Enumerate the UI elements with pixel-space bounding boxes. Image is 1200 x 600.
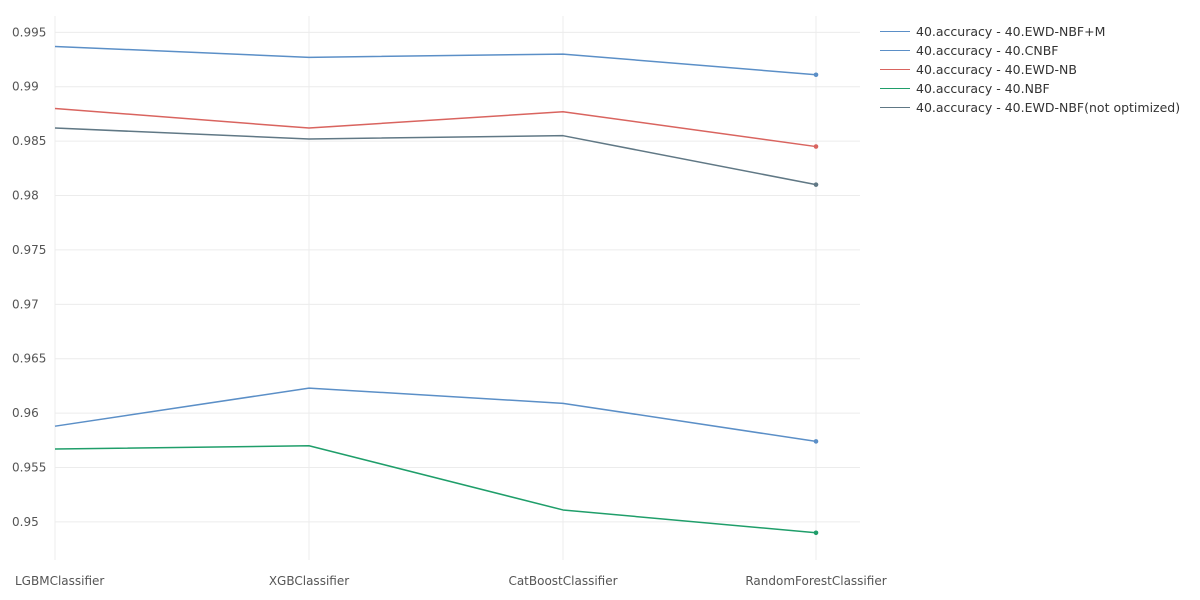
series-line[interactable]	[54, 107, 817, 148]
legend-label: 40.accuracy - 40.EWD-NBF(not optimized)	[916, 100, 1181, 115]
x-tick-label: CatBoostClassifier	[508, 574, 617, 588]
x-tick-label: RandomForestClassifier	[745, 574, 886, 588]
legend-label: 40.accuracy - 40.CNBF	[916, 43, 1059, 58]
legend-label: 40.accuracy - 40.EWD-NBF+M	[916, 24, 1106, 39]
y-tick-label: 0.965	[12, 352, 46, 366]
legend-item[interactable]: 40.accuracy - 40.EWD-NB	[880, 60, 1180, 79]
series-lines	[54, 45, 819, 536]
y-tick-label: 0.995	[12, 25, 46, 39]
legend-item[interactable]: 40.accuracy - 40.CNBF	[880, 41, 1180, 60]
legend-label: 40.accuracy - 40.NBF	[916, 81, 1050, 96]
legend-swatch	[880, 69, 910, 70]
grid-lines	[54, 16, 860, 560]
x-tick-label: LGBMClassifier	[15, 574, 104, 588]
series-endpoint-marker[interactable]	[813, 530, 819, 536]
legend-swatch	[880, 50, 910, 51]
series-endpoint-marker[interactable]	[813, 144, 819, 149]
y-tick-label: 0.96	[12, 406, 39, 420]
legend-swatch	[880, 107, 910, 108]
series-endpoint-marker[interactable]	[813, 72, 819, 78]
legend-label: 40.accuracy - 40.EWD-NB	[916, 62, 1077, 77]
series-endpoint-marker[interactable]	[813, 439, 819, 444]
legend-item[interactable]: 40.accuracy - 40.EWD-NBF(not optimized)	[880, 98, 1180, 117]
y-tick-label: 0.99	[12, 80, 39, 94]
x-tick-label: XGBClassifier	[269, 574, 349, 588]
x-axis: LGBMClassifier XGBClassifier CatBoostClass…	[15, 574, 887, 588]
series-line[interactable]	[54, 445, 817, 534]
series-endpoint-marker[interactable]	[813, 182, 819, 187]
legend-swatch	[880, 31, 910, 32]
legend-item[interactable]: 40.accuracy - 40.EWD-NBF+M	[880, 22, 1180, 41]
y-tick-label: 0.955	[12, 461, 46, 475]
legend-swatch	[880, 88, 910, 89]
y-axis: 0.995 0.99 0.985 0.98 0.975 0.97 0.965 0.96 0.95…	[12, 25, 46, 529]
series-line[interactable]	[54, 45, 817, 76]
series-line[interactable]	[54, 387, 817, 443]
y-tick-label: 0.975	[12, 243, 46, 257]
legend-item[interactable]: 40.accuracy - 40.NBF	[880, 79, 1180, 98]
y-tick-label: 0.95	[12, 515, 39, 529]
y-tick-label: 0.98	[12, 189, 39, 203]
y-tick-label: 0.97	[12, 297, 39, 311]
series-line[interactable]	[54, 127, 817, 186]
y-tick-label: 0.985	[12, 134, 46, 148]
legend: 40.accuracy - 40.EWD-NBF+M 40.accuracy - …	[880, 22, 1180, 117]
